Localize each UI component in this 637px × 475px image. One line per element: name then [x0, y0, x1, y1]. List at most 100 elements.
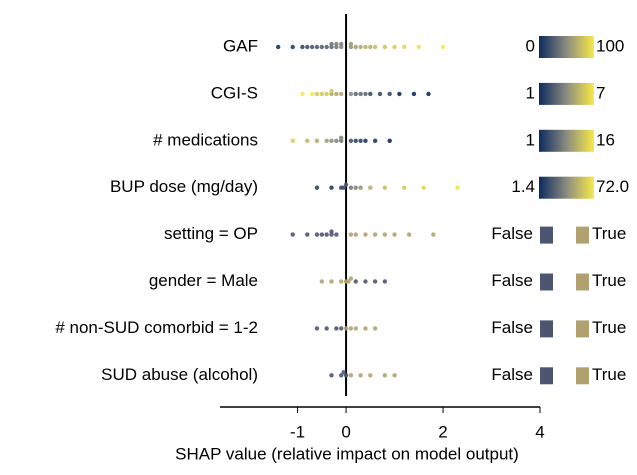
feature-label: SUD abuse (alcohol): [101, 365, 258, 384]
legend-min: 1: [526, 130, 535, 149]
legend-max: 72.0: [596, 177, 629, 196]
colorbar: [539, 129, 594, 152]
shap-dot: [382, 44, 388, 50]
shap-dot: [368, 91, 373, 97]
shap-dot: [382, 279, 388, 284]
shap-dot: [341, 370, 346, 375]
shap-dot: [329, 138, 334, 143]
legend-swatch: [540, 226, 553, 244]
shap-dot: [363, 326, 368, 331]
x-tick-label: 2: [438, 422, 447, 441]
legend-false: False: [491, 271, 533, 290]
shap-dot: [348, 276, 354, 281]
x-tick-label: 0: [341, 422, 350, 441]
shap-dot: [348, 91, 354, 97]
colorbar: [539, 176, 594, 199]
shap-dot: [353, 185, 358, 190]
shap-dot: [348, 41, 354, 47]
legend-false: False: [491, 224, 533, 243]
shap-dot: [290, 232, 295, 237]
legend-false: False: [491, 365, 533, 384]
legend-swatch: [540, 367, 553, 385]
legend-true: True: [592, 224, 626, 243]
feature-label: # medications: [153, 130, 258, 149]
shap-dot: [382, 373, 388, 378]
legend-swatch: [576, 273, 589, 291]
legend-min: 1.4: [511, 177, 535, 196]
feature-label: gender = Male: [149, 271, 258, 290]
shap-dot: [348, 138, 354, 143]
legend-true: True: [592, 365, 626, 384]
shap-dot: [275, 44, 281, 50]
shap-dot: [406, 232, 412, 237]
shap-dot: [329, 185, 334, 190]
shap-dot: [343, 326, 349, 331]
shap-dot: [392, 232, 397, 237]
shap-dot: [319, 91, 325, 97]
shap-dot: [309, 91, 315, 97]
shap-dot: [402, 44, 407, 50]
shap-dot: [334, 138, 339, 143]
shap-dot: [334, 91, 339, 97]
shap-dot: [348, 373, 354, 378]
shap-dot: [329, 88, 334, 94]
shap-dot: [324, 44, 329, 50]
shap-dot: [346, 279, 351, 284]
shap-dot: [358, 373, 363, 378]
shap-dot: [372, 232, 378, 237]
shap-dot: [319, 232, 325, 237]
shap-dot: [402, 185, 407, 190]
shap-dot: [372, 138, 378, 143]
shap-dot: [334, 41, 339, 47]
shap-dot: [363, 232, 368, 237]
shap-dot: [329, 229, 334, 234]
shap-dot: [382, 185, 388, 190]
shap-dot: [290, 44, 295, 50]
shap-dot: [343, 182, 349, 187]
shap-dot: [319, 44, 325, 50]
shap-dot: [397, 91, 402, 97]
shap-dot: [343, 373, 349, 378]
shap-dot: [329, 279, 334, 284]
shap-dot: [348, 185, 354, 190]
legend-true: True: [592, 318, 626, 337]
legend-max: 7: [596, 83, 605, 102]
shap-dot: [431, 232, 436, 237]
x-tick-label: -1: [290, 422, 305, 441]
shap-dot: [372, 44, 378, 50]
shap-dot: [348, 232, 354, 237]
shap-dot: [329, 41, 334, 47]
shap-dot: [329, 373, 334, 378]
shap-dot: [305, 138, 310, 143]
shap-dot: [377, 91, 383, 97]
shap-dot: [324, 138, 329, 143]
shap-dot: [358, 138, 363, 143]
shap-dot: [363, 91, 368, 97]
x-tick-label: 4: [535, 422, 544, 441]
shap-dot: [314, 232, 320, 237]
shap-dot: [392, 44, 397, 50]
legend-swatch: [576, 320, 589, 338]
shap-dot: [348, 326, 354, 331]
feature-label: # non-SUD comorbid = 1-2: [55, 318, 258, 337]
shap-dot: [324, 91, 329, 97]
shap-dot: [339, 279, 344, 284]
shap-dot: [305, 232, 310, 237]
shap-dot: [387, 91, 392, 97]
shap-dot: [358, 91, 363, 97]
shap-dot: [314, 44, 320, 50]
shap-dot: [440, 44, 446, 50]
shap-dot: [426, 91, 431, 97]
shap-dot: [353, 138, 358, 143]
shap-dot: [382, 232, 388, 237]
legend-min: 0: [526, 36, 535, 55]
shap-dot: [416, 44, 421, 50]
legend-min: 1: [526, 83, 535, 102]
shap-dot: [368, 44, 373, 50]
shap-dot: [353, 91, 358, 97]
shap-dot: [455, 185, 460, 190]
feature-label: GAF: [223, 36, 258, 55]
shap-dot: [324, 326, 329, 331]
